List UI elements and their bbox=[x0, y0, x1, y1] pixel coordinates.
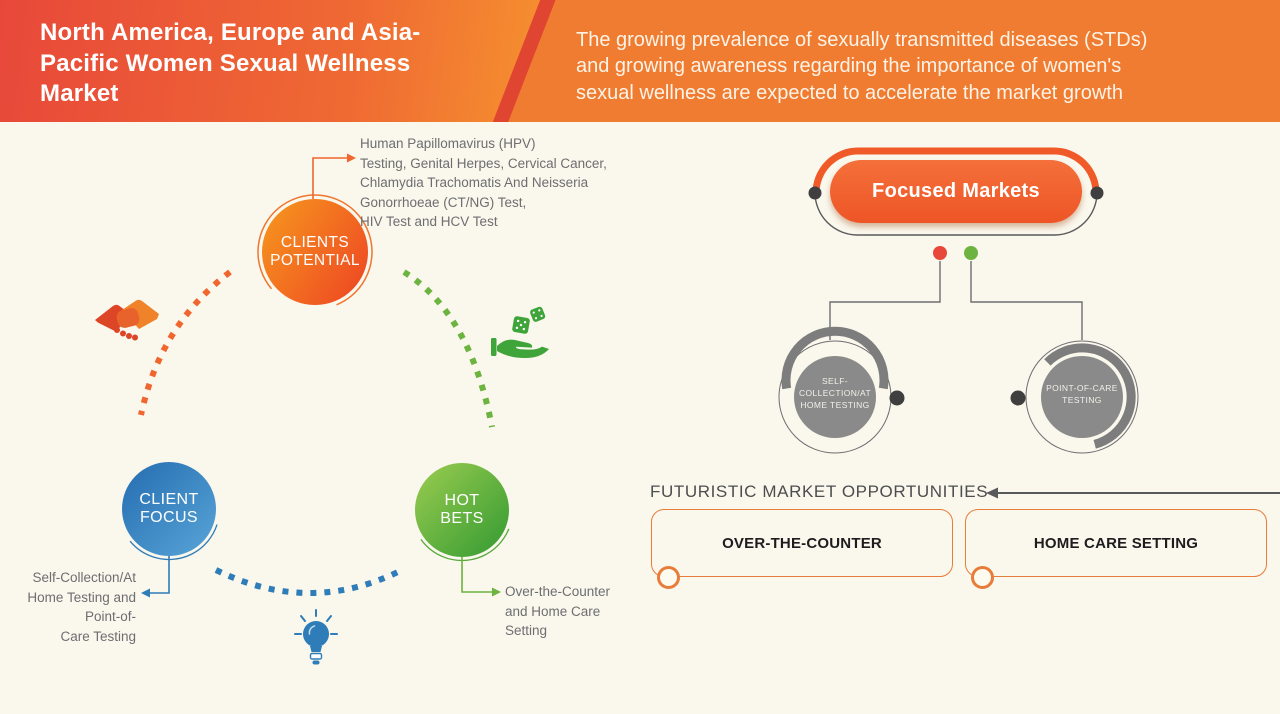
node-self-collection bbox=[778, 326, 905, 454]
connector-overlay bbox=[117, 147, 1280, 598]
green-branch-dot bbox=[964, 246, 978, 260]
node-self-collection-label: SELF- COLLECTION/AT HOME TESTING bbox=[798, 376, 872, 410]
focused-markets-outline bbox=[808, 147, 1104, 236]
green-dotted-arc bbox=[402, 269, 495, 428]
node-point-of-care-label: POINT-OF-CARE TESTING bbox=[1046, 383, 1118, 405]
blue-accent-arc bbox=[117, 457, 221, 561]
client-focus-bubble: CLIENT FOCUS bbox=[122, 462, 216, 556]
opportunity-box-home: HOME CARE SETTING bbox=[965, 509, 1267, 577]
futuristic-heading: FUTURISTIC MARKET OPPORTUNITIES bbox=[650, 482, 989, 501]
hot-bets-note: Over-the-Counter and Home Care Setting bbox=[505, 584, 611, 639]
left-branch-line bbox=[829, 261, 941, 340]
infographic-canvas: CLIENTS POTENTIAL CLIENT FOCUS HOT BETS … bbox=[0, 122, 1280, 714]
client-focus-connector bbox=[141, 556, 170, 598]
client-focus-note: Self-Collection/At Home Testing and Poin… bbox=[27, 570, 136, 644]
hand-with-dice-icon bbox=[491, 306, 549, 369]
header-description: The growing prevalence of sexually trans… bbox=[576, 29, 1148, 104]
focused-markets-pill bbox=[830, 160, 1082, 223]
lightbulb-icon bbox=[293, 608, 339, 673]
focused-markets-title: Focused Markets bbox=[872, 180, 1040, 202]
node-point-of-care bbox=[1010, 340, 1139, 454]
opportunity-box-otc: OVER-THE-COUNTER bbox=[651, 509, 953, 577]
red-branch-dot bbox=[933, 246, 947, 260]
handshake-icon bbox=[92, 294, 162, 351]
otc-ring-marker bbox=[657, 566, 680, 589]
hot-bets-connector bbox=[461, 557, 501, 597]
page-title: North America, Europe and Asia- Pacific … bbox=[40, 19, 421, 108]
clients-potential-bubble: CLIENTS POTENTIAL bbox=[262, 199, 368, 305]
clients-potential-connector bbox=[312, 153, 356, 199]
blue-dotted-arc bbox=[214, 567, 404, 596]
header-banner: North America, Europe and Asia- Pacific … bbox=[0, 0, 1280, 122]
futuristic-arrow bbox=[986, 487, 1280, 499]
clients-potential-note: Human Papillomavirus (HPV) Testing, Geni… bbox=[360, 136, 607, 230]
header-right-panel bbox=[505, 0, 1280, 122]
orange-accent-arc bbox=[257, 194, 373, 310]
hot-bets-bubble: HOT BETS bbox=[415, 463, 509, 557]
home-ring-marker bbox=[971, 566, 994, 589]
orange-dotted-arc bbox=[138, 269, 232, 416]
right-branch-line bbox=[970, 261, 1083, 340]
